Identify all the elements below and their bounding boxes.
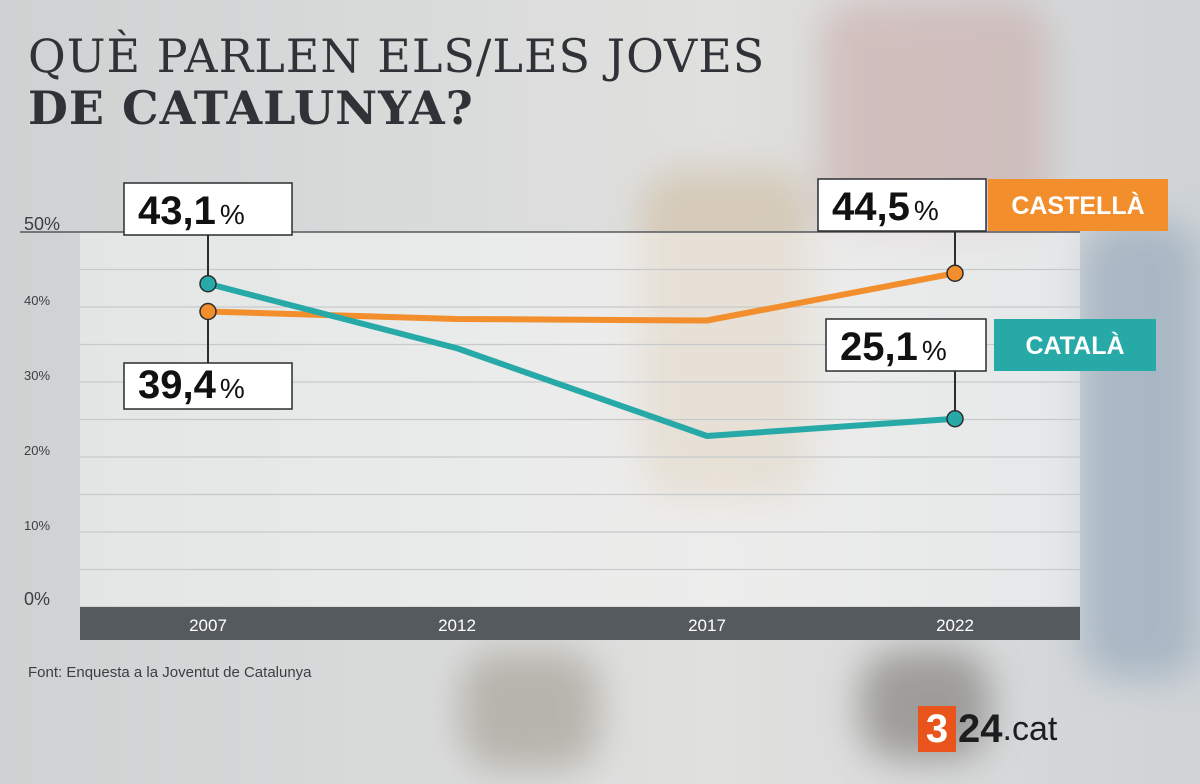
x-tick-label: 2022 <box>936 616 974 635</box>
callout-percent: % <box>220 373 245 404</box>
series-lines <box>205 270 958 439</box>
x-axis: 2007 2012 2017 2022 <box>189 616 974 635</box>
x-tick-label: 2017 <box>688 616 726 635</box>
y-tick-label: 50% <box>24 214 60 234</box>
logo-number: 24 <box>958 707 1003 751</box>
background-figure <box>640 170 810 500</box>
x-tick-label: 2007 <box>189 616 227 635</box>
legend-label: CATALÀ <box>1025 331 1124 360</box>
title-line-1: QUÈ PARLEN ELS/LES JOVES <box>28 29 766 83</box>
data-point <box>946 264 964 282</box>
callout-label: 39,4% <box>138 363 245 407</box>
data-point <box>199 275 217 293</box>
callout-percent: % <box>922 335 947 366</box>
callouts: 39,4 %44,5 %43,1 %25,1% <box>123 178 987 428</box>
x-tick-label: 2012 <box>438 616 476 635</box>
chart-title: QUÈ PARLEN ELS/LES JOVES DE CATALUNYA? <box>28 30 765 134</box>
legend: CASTELLÀ CATALÀ <box>988 179 1168 371</box>
background-figure <box>1080 220 1200 680</box>
logo-digit: 3 <box>918 706 956 752</box>
background-figure <box>460 650 600 770</box>
callout-label: 43,1% <box>138 189 245 233</box>
data-point <box>199 302 217 321</box>
callout-percent: % <box>914 195 939 226</box>
callout-box <box>123 182 293 236</box>
y-tick-label: 40% <box>24 293 50 308</box>
callout-value: 25,1 <box>840 325 918 369</box>
series-line-català <box>205 280 958 439</box>
callout-value: 43,1 <box>138 189 216 233</box>
callout-label: 25,1% <box>840 325 947 369</box>
callout-value: 39,4 <box>138 363 217 407</box>
y-tick-label: 10% <box>24 518 50 533</box>
callout-percent: % <box>220 199 245 230</box>
324cat-logo: 3 24 .cat <box>918 705 1057 753</box>
title-line-2: DE CATALUNYA? <box>28 81 474 135</box>
legend-swatch <box>988 179 1168 231</box>
legend-swatch <box>994 319 1156 371</box>
source-note: Font: Enquesta a la Joventut de Cataluny… <box>28 664 312 681</box>
callout-label: 44,5% <box>832 185 939 229</box>
line-chart: 0% 10% 20% 30% 40% 50% 2007 2012 2017 2022 39,4%… <box>20 178 1168 640</box>
y-axis: 0% 10% 20% 30% 40% 50% <box>24 214 60 609</box>
callout-box <box>123 362 293 410</box>
y-tick-label: 0% <box>24 589 50 609</box>
y-tick-label: 20% <box>24 443 50 458</box>
x-axis-bar <box>80 607 1080 640</box>
y-tick-label: 30% <box>24 368 50 383</box>
legend-label: CASTELLÀ <box>1011 191 1144 220</box>
callout-box <box>825 318 987 372</box>
logo-domain: .cat <box>1002 710 1058 748</box>
callout-value: 44,5 <box>832 185 910 229</box>
callout-box <box>817 178 987 232</box>
data-point <box>946 410 964 428</box>
